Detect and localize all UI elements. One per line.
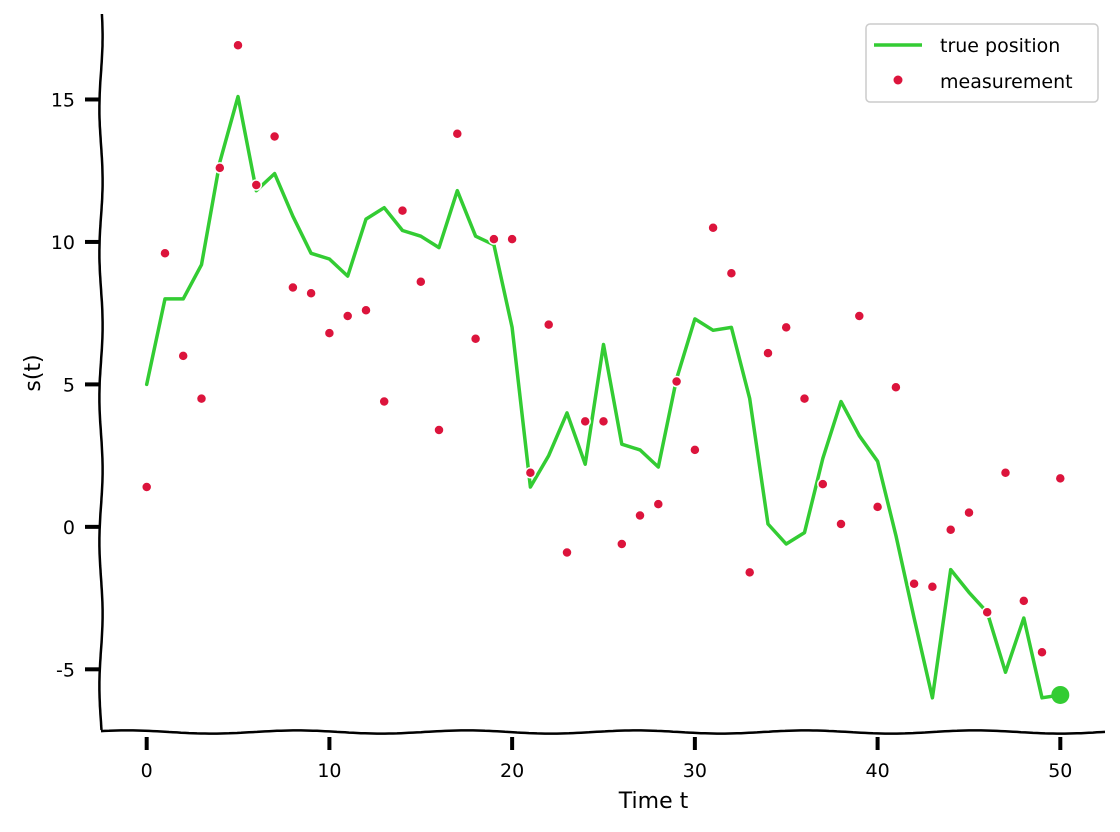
measurement-point: [433, 424, 445, 436]
measurement-point: [323, 327, 336, 339]
measurement-point: [268, 130, 281, 143]
x-tick-label: 0: [141, 760, 153, 782]
measurement-point: [524, 466, 537, 479]
measurement-point: [506, 233, 518, 245]
measurement-point: [287, 281, 299, 294]
measurement-point: [177, 350, 189, 362]
measurement-point: [871, 501, 884, 513]
measurement-point: [689, 444, 701, 456]
x-tick-label: 50: [1048, 760, 1072, 782]
measurement-point: [140, 481, 153, 493]
y-tick-label: 0: [63, 517, 75, 539]
measurement-point: [890, 381, 902, 393]
measurement-point: [944, 523, 957, 536]
legend-label-measurement: measurement: [940, 71, 1073, 93]
measurement-point: [378, 395, 390, 408]
legend-label-true-position: true position: [940, 35, 1060, 57]
measurement-point: [159, 247, 171, 260]
measurement-point: [1054, 472, 1067, 485]
measurement-point: [616, 538, 628, 550]
y-tick-label: 10: [51, 232, 75, 254]
measurement-point: [597, 415, 610, 428]
measurement-point: [250, 179, 263, 191]
x-axis-ticks: 0 10 20 30 40 50: [141, 737, 1072, 782]
measurement-point: [762, 347, 774, 359]
measurement-point: [853, 310, 866, 322]
legend-box: [865, 23, 1099, 103]
x-axis-label: Time t: [618, 789, 689, 814]
measurement-point: [1018, 595, 1030, 607]
y-axis-ticks: -5 0 5 10 15: [51, 89, 99, 681]
legend: true position measurement: [865, 23, 1099, 103]
measurement-point: [488, 233, 500, 245]
measurement-points: [140, 39, 1067, 658]
measurement-point: [360, 304, 372, 317]
measurement-point: [707, 221, 719, 234]
measurement-point: [835, 518, 847, 530]
x-axis-spine: [100, 729, 1106, 735]
measurement-point: [670, 375, 683, 388]
plot-area: [140, 39, 1070, 704]
x-tick-label: 30: [683, 760, 707, 782]
measurement-point: [195, 392, 208, 405]
measurement-point: [1036, 646, 1048, 658]
measurement-point: [305, 287, 317, 299]
highlight-point: [1051, 685, 1070, 704]
y-axis-label: s(t): [21, 354, 46, 391]
y-tick-label: -5: [56, 659, 75, 681]
measurement-point: [232, 39, 244, 52]
measurement-point: [579, 415, 591, 428]
measurement-point: [999, 466, 1012, 479]
x-tick-label: 10: [317, 760, 341, 782]
measurement-point: [415, 276, 427, 288]
measurement-point: [981, 606, 993, 619]
measurement-point: [652, 498, 665, 510]
true-position-line: [144, 94, 1063, 700]
measurement-point: [908, 578, 920, 590]
measurement-point: [214, 162, 226, 174]
measurement-point: [743, 566, 756, 579]
measurement-point: [963, 506, 975, 519]
measurement-point: [542, 318, 555, 331]
measurement-point: [798, 392, 811, 405]
measurement-point: [469, 333, 482, 345]
measurement-point: [817, 478, 829, 490]
x-tick-label: 20: [500, 760, 524, 782]
measurement-point: [634, 509, 646, 522]
measurement-point: [451, 127, 464, 140]
y-tick-label: 5: [63, 374, 75, 396]
y-tick-label: 15: [51, 89, 75, 111]
legend-dot-swatch: [893, 75, 903, 85]
measurement-point: [561, 546, 573, 559]
x-tick-label: 40: [865, 760, 889, 782]
measurement-point: [396, 204, 409, 217]
measurement-point: [780, 321, 792, 334]
measurement-point: [926, 580, 939, 593]
measurement-point: [341, 310, 354, 322]
measurement-point: [725, 267, 738, 280]
y-axis-spine: [98, 13, 104, 731]
